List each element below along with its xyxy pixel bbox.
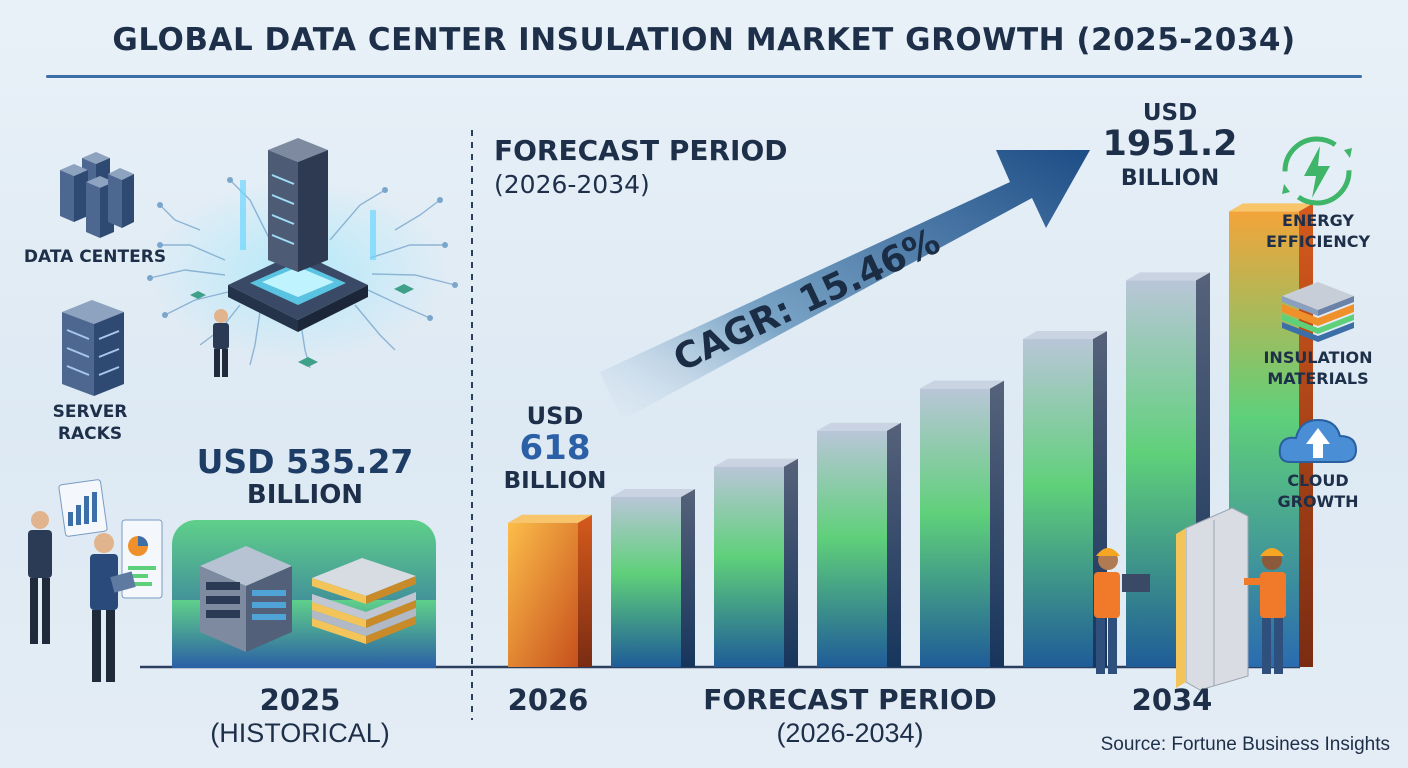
cloud-label-line1: CLOUD xyxy=(1287,471,1349,490)
analysts-illustration xyxy=(28,479,163,682)
bar-top xyxy=(508,514,592,523)
bar-top xyxy=(817,422,901,431)
bar-top xyxy=(714,458,798,467)
cagr-arrow xyxy=(600,150,1090,420)
x-label-2026: 2026 xyxy=(507,683,589,717)
x-label-historical: (HISTORICAL) xyxy=(210,718,390,748)
value-2034-prefix: USD xyxy=(1142,100,1198,126)
title-underline xyxy=(46,75,1362,78)
insulation-label-line2: MATERIALS xyxy=(1267,369,1369,388)
bar-top xyxy=(920,380,1004,389)
bar-side xyxy=(990,380,1004,667)
value-2034-unit: BILLION xyxy=(1120,166,1220,191)
historical-value: USD 535.27 xyxy=(196,442,414,481)
x-label-forecast-range: (2026-2034) xyxy=(776,718,924,748)
bar-side xyxy=(887,422,901,667)
bar-year-2027 xyxy=(611,496,681,667)
workers-illustration xyxy=(1094,507,1286,691)
bar-top xyxy=(1023,330,1107,339)
bar-top xyxy=(611,488,695,497)
bar-2026 xyxy=(508,522,578,667)
bar-top xyxy=(1229,203,1313,212)
historical-panel xyxy=(172,520,436,668)
bar-top xyxy=(1126,272,1210,281)
forecast-header-title: FORECAST PERIOD xyxy=(494,134,788,167)
bar-year-2028 xyxy=(714,466,784,667)
bar-side xyxy=(681,488,695,667)
value-2026-number: 618 xyxy=(519,428,591,468)
bar-year-2029 xyxy=(817,430,887,667)
source-note: Source: Fortune Business Insights xyxy=(1100,734,1390,755)
bar-side xyxy=(578,514,592,667)
insulation-materials-icon xyxy=(1282,282,1354,342)
historical-unit: BILLION xyxy=(246,480,364,510)
energy-label-line1: ENERGY xyxy=(1282,211,1354,230)
energy-label-line2: EFFICIENCY xyxy=(1265,232,1371,251)
forecast-header-sub: (2026-2034) xyxy=(494,170,650,199)
server-racks-label-line1: SERVER xyxy=(52,402,128,422)
page-title: GLOBAL DATA CENTER INSULATION MARKET GRO… xyxy=(112,22,1296,58)
bar-series xyxy=(508,203,1313,667)
chip-illustration xyxy=(147,138,458,369)
value-2026-prefix: USD xyxy=(526,402,584,430)
x-label-forecast: FORECAST PERIOD xyxy=(703,683,997,716)
data-centers-label: DATA CENTERS xyxy=(23,247,167,267)
bar-year-2031 xyxy=(1023,338,1093,667)
server-racks-label-line2: RACKS xyxy=(57,424,123,444)
person-illustration xyxy=(213,309,229,377)
cloud-label-line2: GROWTH xyxy=(1277,492,1359,511)
value-2034-number: 1951.2 xyxy=(1102,124,1238,164)
value-2026-unit: BILLION xyxy=(503,468,607,494)
energy-efficiency-icon xyxy=(1282,136,1352,206)
x-label-2025: 2025 xyxy=(259,683,341,717)
x-label-2034: 2034 xyxy=(1131,683,1213,717)
cloud-growth-icon xyxy=(1278,418,1358,463)
bar-year-2030 xyxy=(920,388,990,667)
server-racks-icon xyxy=(62,300,124,396)
data-centers-icon xyxy=(60,152,134,238)
insulation-label-line1: INSULATION xyxy=(1263,348,1373,367)
bar-side xyxy=(784,458,798,667)
